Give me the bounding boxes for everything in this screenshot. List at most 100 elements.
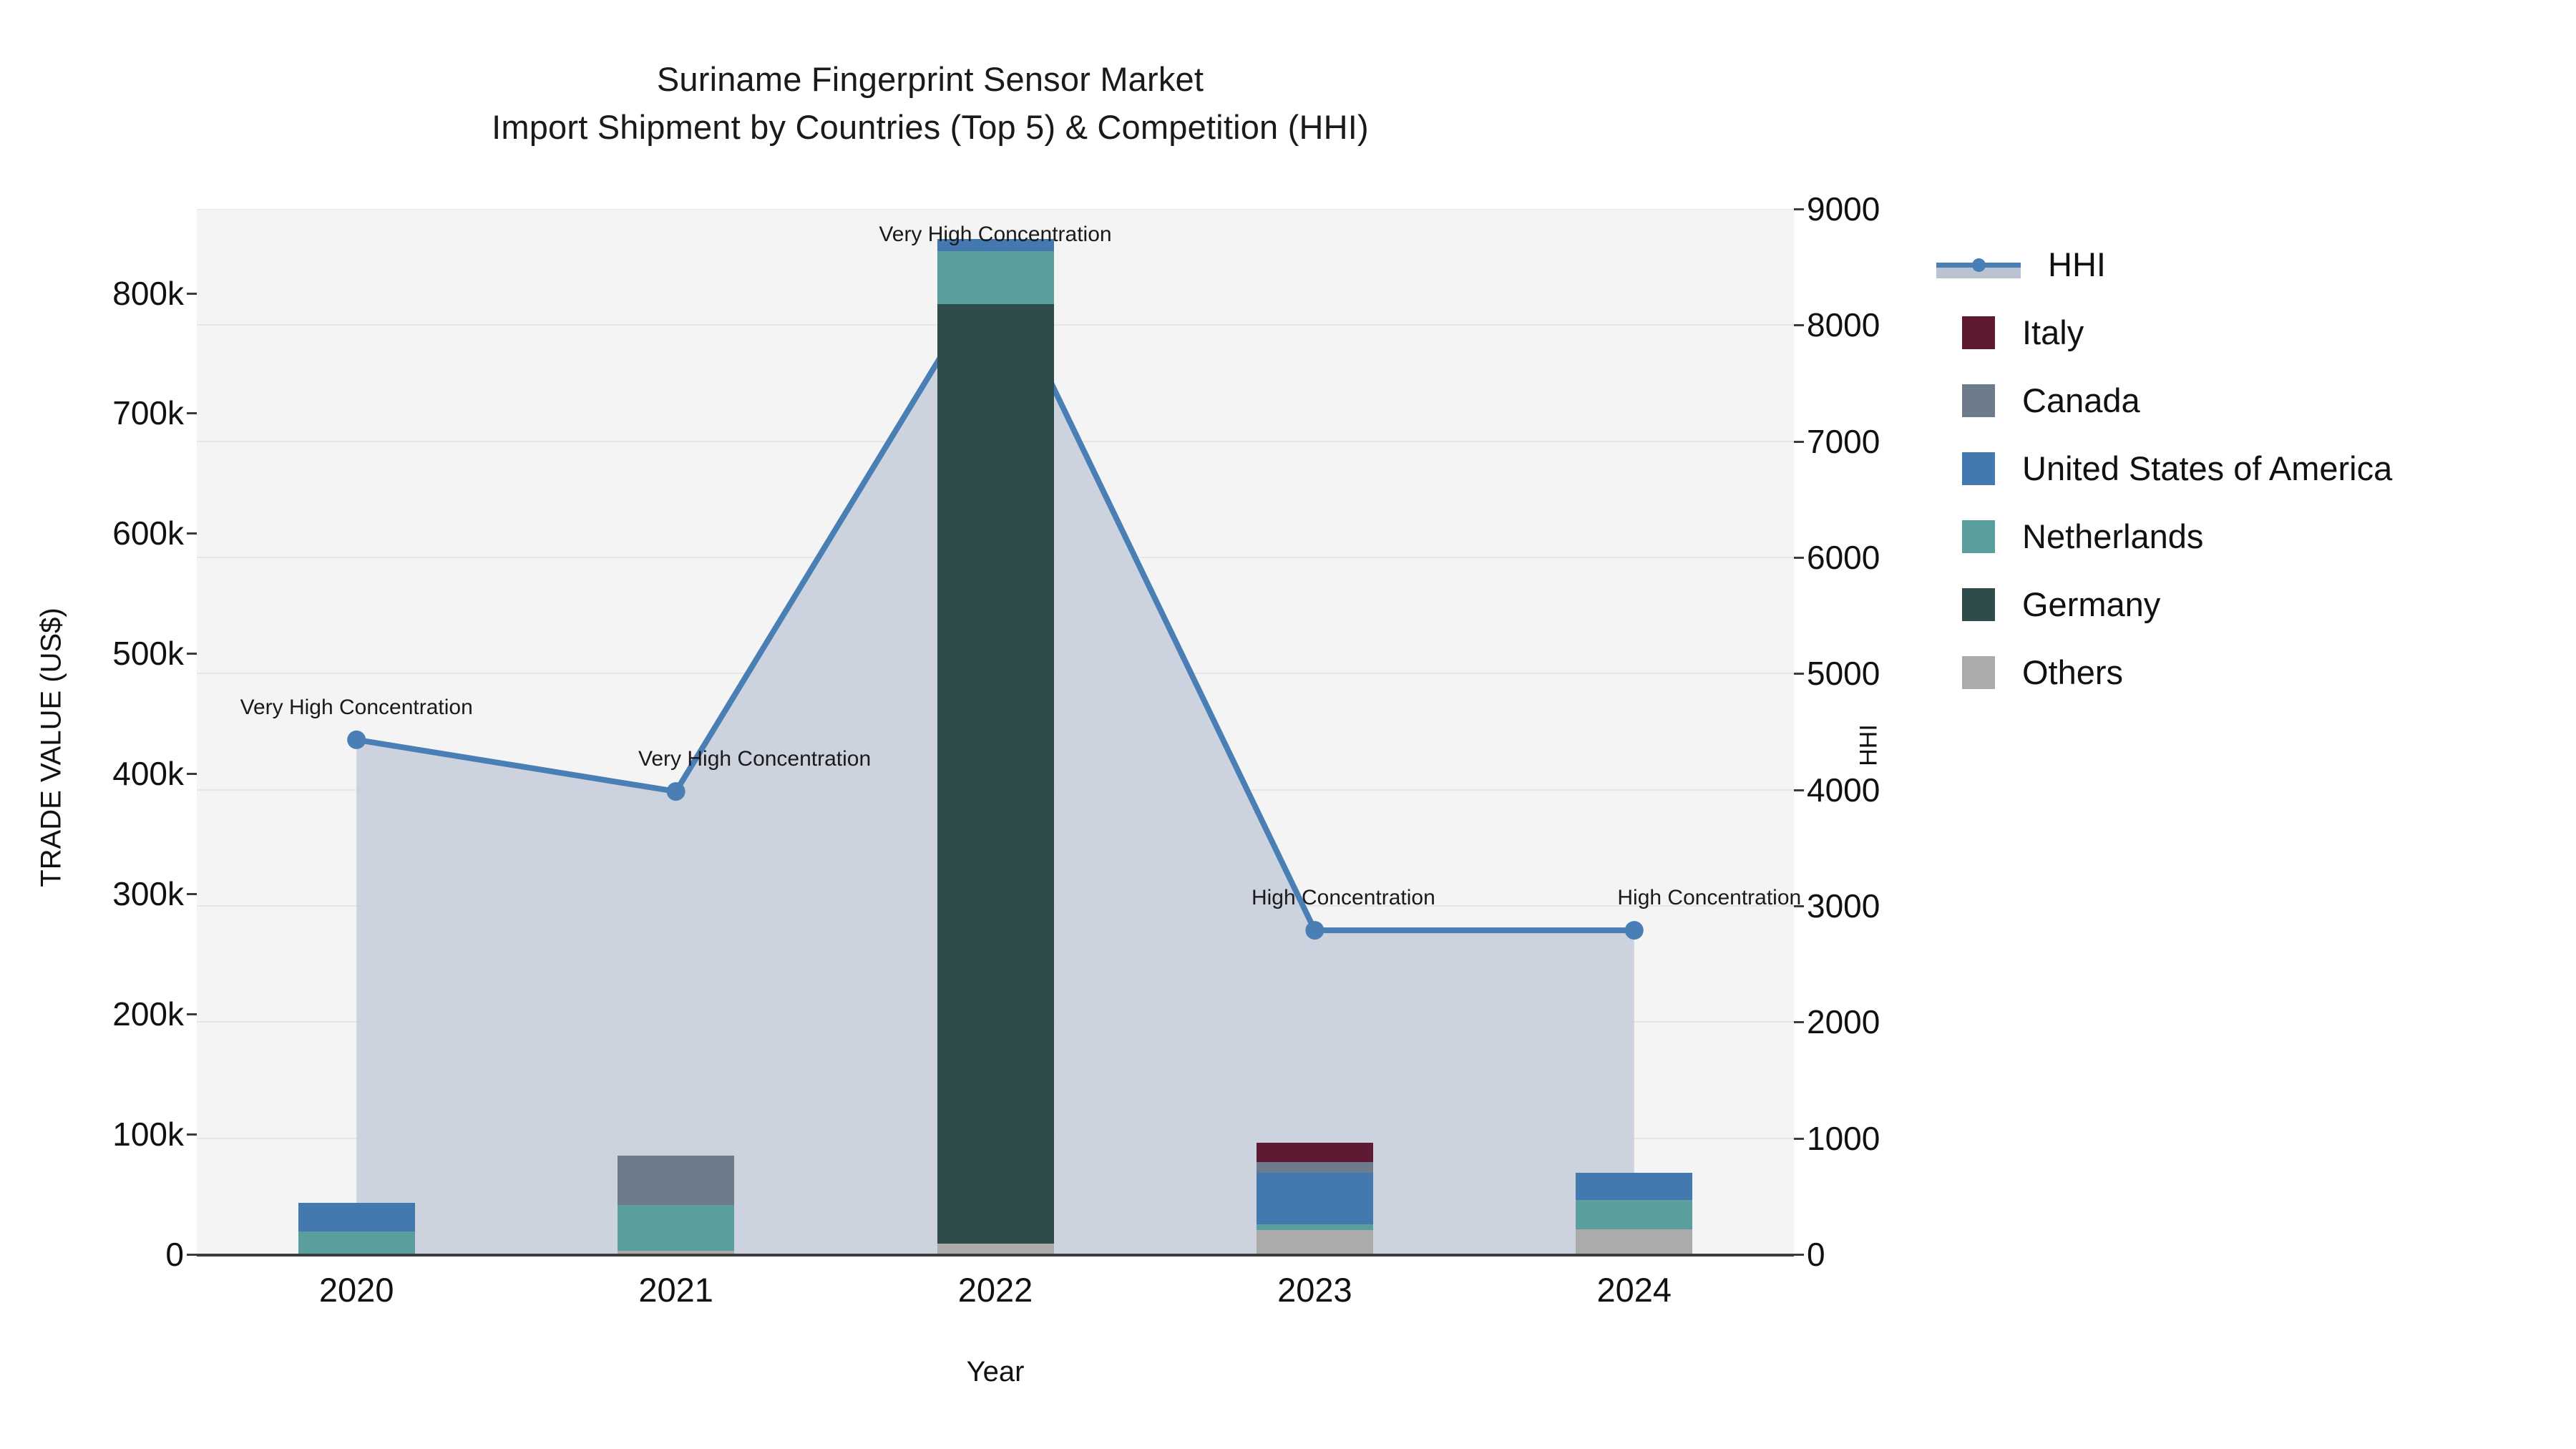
bar-segment[interactable] xyxy=(937,250,1054,304)
y-axis-left-tick-label: 0 xyxy=(165,1236,184,1273)
chart-legend: HHI Italy Canada United States of America Ne… xyxy=(1936,230,2392,706)
legend-color-swatch xyxy=(1962,587,1995,621)
bar-segment[interactable] xyxy=(618,1205,735,1251)
hhi-marker[interactable] xyxy=(347,730,366,749)
y-axis-right-tick-label: 7000 xyxy=(1807,422,1880,460)
plot-area xyxy=(197,209,1794,1254)
legend-item-label: Italy xyxy=(2022,313,2084,351)
legend-color-swatch xyxy=(1962,384,1995,417)
y-axis-left-tick-label: 800k xyxy=(112,274,184,312)
y-axis-left-tick-label: 300k xyxy=(112,875,184,913)
legend-item-hhi[interactable]: HHI xyxy=(1936,230,2392,298)
x-axis-tick-label: 2021 xyxy=(638,1271,713,1309)
hhi-marker[interactable] xyxy=(1624,921,1644,940)
legend-item-label: Canada xyxy=(2022,381,2140,419)
bar-segment[interactable] xyxy=(1256,1224,1373,1231)
legend-item-label: HHI xyxy=(2048,245,2106,283)
y-axis-left-tick-label: 600k xyxy=(112,514,184,552)
hhi-annotation-label: High Concentration xyxy=(1617,886,1802,910)
bar-segment[interactable] xyxy=(1576,1229,1693,1254)
chart-title: Suriname Fingerprint Sensor Market Impor… xyxy=(0,56,1860,151)
y-axis-left-tick-label: 700k xyxy=(112,394,184,432)
y-axis-right-tick-mark xyxy=(1794,557,1804,559)
hhi-marker[interactable] xyxy=(666,782,686,801)
x-axis-line xyxy=(197,1254,1794,1257)
hhi-marker[interactable] xyxy=(1305,921,1324,940)
bar-group[interactable] xyxy=(937,209,1054,1254)
x-axis-tick-label: 2024 xyxy=(1596,1271,1672,1309)
y-axis-left-tick-mark xyxy=(187,292,197,295)
legend-item-netherlands[interactable]: Netherlands xyxy=(1962,502,2392,570)
bar-segment[interactable] xyxy=(1576,1200,1693,1229)
y-axis-right-tick-label: 2000 xyxy=(1807,1003,1880,1041)
legend-line-marker-icon xyxy=(1972,258,1986,272)
legend-item-germany[interactable]: Germany xyxy=(1962,570,2392,638)
bar-segment[interactable] xyxy=(1256,1172,1373,1225)
y-axis-left-tick-mark xyxy=(187,1133,197,1136)
y-axis-left-tick-mark xyxy=(187,893,197,896)
y-axis-left-tick-label: 200k xyxy=(112,995,184,1033)
y-axis-left-tick-label: 400k xyxy=(112,755,184,793)
bar-group[interactable] xyxy=(618,209,735,1254)
y-axis-left-tick-mark xyxy=(187,532,197,535)
y-axis-left-title: TRADE VALUE (US$) xyxy=(35,608,67,887)
y-axis-right-tick-mark xyxy=(1794,1254,1804,1256)
y-axis-right-tick-label: 1000 xyxy=(1807,1119,1880,1157)
legend-item-canada[interactable]: Canada xyxy=(1962,366,2392,434)
x-axis-title: Year xyxy=(966,1356,1025,1387)
bar-segment[interactable] xyxy=(937,303,1054,1244)
gridline xyxy=(197,209,1794,210)
hhi-annotation-label: Very High Concentration xyxy=(638,747,872,771)
y-axis-right-tick-mark xyxy=(1794,789,1804,791)
bar-segment[interactable] xyxy=(937,239,1054,251)
y-axis-left-tick-mark xyxy=(187,1013,197,1016)
y-axis-left-tick-mark xyxy=(187,653,197,655)
y-axis-left-tick-mark xyxy=(187,412,197,415)
y-axis-right-title: HHI xyxy=(1855,724,1883,766)
y-axis-right-tick-mark xyxy=(1794,1137,1804,1140)
y-axis-right-tick-mark xyxy=(1794,324,1804,327)
bar-segment[interactable] xyxy=(1576,1172,1693,1201)
y-axis-right-tick-label: 0 xyxy=(1807,1236,1825,1273)
title-line-1: Suriname Fingerprint Sensor Market xyxy=(656,60,1204,98)
y-axis-right-tick-label: 9000 xyxy=(1807,190,1880,228)
hhi-annotation-label: Very High Concentration xyxy=(879,223,1112,247)
legend-color-swatch xyxy=(1962,655,1995,689)
y-axis-left-tick-label: 500k xyxy=(112,635,184,673)
bar-group[interactable] xyxy=(1576,209,1693,1254)
x-axis-tick-label: 2023 xyxy=(1277,1271,1352,1309)
legend-item-others[interactable]: Others xyxy=(1962,638,2392,706)
bar-segment[interactable] xyxy=(298,1231,415,1254)
x-axis-tick-label: 2022 xyxy=(957,1271,1033,1309)
bar-group[interactable] xyxy=(298,209,415,1254)
y-axis-right-tick-label: 6000 xyxy=(1807,539,1880,576)
y-axis-left-tick-mark xyxy=(187,773,197,776)
legend-item-united-states-of-america[interactable]: United States of America xyxy=(1962,434,2392,502)
legend-color-swatch xyxy=(1962,316,1995,349)
bar-group[interactable] xyxy=(1256,209,1373,1254)
y-axis-left-tick-mark xyxy=(187,1254,197,1256)
bar-segment[interactable] xyxy=(1256,1161,1373,1173)
y-axis-left-tick-label: 100k xyxy=(112,1116,184,1153)
legend-line-key-icon xyxy=(1936,248,2021,281)
legend-item-label: Germany xyxy=(2022,585,2161,623)
bar-segment[interactable] xyxy=(618,1250,735,1254)
legend-item-label: Netherlands xyxy=(2022,517,2204,555)
legend-area-band xyxy=(1936,266,2021,278)
y-axis-right-tick-label: 4000 xyxy=(1807,771,1880,809)
x-axis-tick-label: 2020 xyxy=(318,1271,394,1309)
y-axis-right-tick-label: 3000 xyxy=(1807,887,1880,924)
bar-segment[interactable] xyxy=(298,1202,415,1232)
y-axis-right-tick-mark xyxy=(1794,673,1804,675)
legend-color-swatch xyxy=(1962,452,1995,485)
bar-segment[interactable] xyxy=(1256,1142,1373,1162)
title-line-2: Import Shipment by Countries (Top 5) & C… xyxy=(492,107,1369,146)
legend-item-label: United States of America xyxy=(2022,449,2393,487)
y-axis-right-tick-mark xyxy=(1794,905,1804,907)
bar-segment[interactable] xyxy=(1256,1230,1373,1254)
legend-item-italy[interactable]: Italy xyxy=(1962,298,2392,366)
bar-segment[interactable] xyxy=(618,1156,735,1206)
bar-segment[interactable] xyxy=(937,1243,1054,1254)
legend-item-label: Others xyxy=(2022,653,2124,691)
